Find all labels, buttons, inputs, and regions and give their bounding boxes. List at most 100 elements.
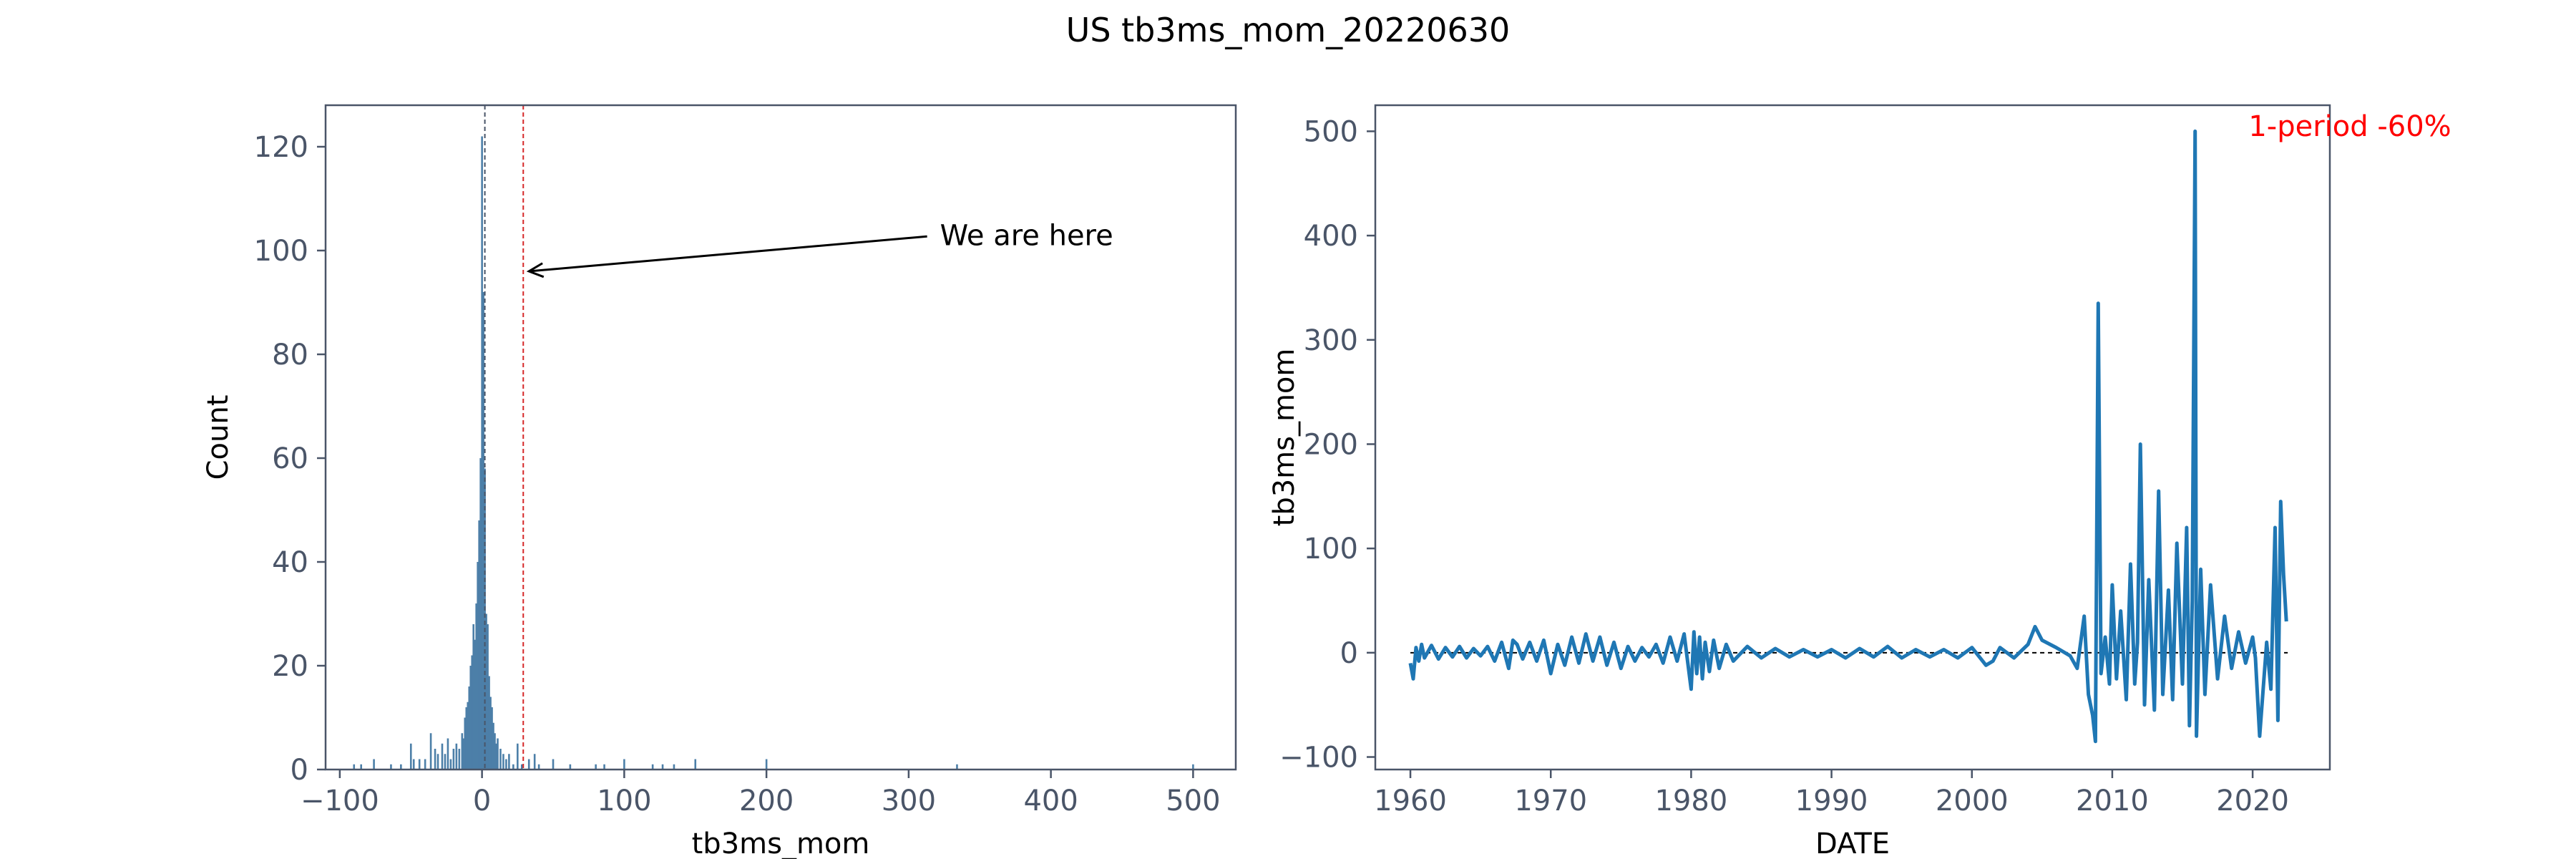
- annotation-text: We are here: [940, 219, 1113, 252]
- histogram-bar: [494, 733, 496, 770]
- histogram-bar: [527, 759, 530, 770]
- annotation-arrow: [529, 235, 927, 273]
- histogram-bar: [485, 613, 487, 770]
- histogram-y-tick-label: 80: [272, 339, 308, 372]
- histogram-bar: [502, 754, 504, 770]
- histogram-bar: [444, 754, 447, 770]
- timeseries-y-axis-label: tb3ms_mom: [1268, 349, 1301, 527]
- timeseries-x-ticks: 1960 1970 1980 1990 2000 2010 2020: [1374, 770, 2289, 817]
- figure-title: US tb3ms_mom_20220630: [1066, 11, 1511, 49]
- timeseries-x-tick-label: 2020: [2216, 785, 2289, 817]
- histogram-x-tick-label: 500: [1166, 785, 1220, 817]
- histogram-bar: [449, 759, 452, 770]
- histogram-bar: [464, 717, 467, 770]
- histogram-x-tick-label: 100: [597, 785, 651, 817]
- histogram-bar: [469, 666, 472, 770]
- histogram-x-axis-label: tb3ms_mom: [692, 828, 870, 859]
- histogram-bar: [482, 292, 484, 770]
- histogram-bar: [505, 759, 507, 770]
- histogram-bar: [495, 743, 497, 770]
- timeseries-y-tick-label: 0: [1340, 637, 1358, 670]
- histogram-bar: [390, 764, 392, 770]
- histogram-bar: [418, 759, 421, 770]
- annotation-arrow-head: [526, 262, 545, 278]
- histogram-bar: [441, 743, 444, 770]
- histogram-y-tick-label: 60: [272, 442, 308, 475]
- histogram-bar: [452, 749, 455, 770]
- series-line-tb3ms-mom: [1408, 129, 2288, 744]
- histogram-bar: [508, 754, 510, 770]
- histogram-x-tick-label: 200: [739, 785, 794, 817]
- histogram-bar: [1192, 764, 1194, 770]
- histogram-bar: [462, 738, 465, 770]
- histogram-bar: [552, 759, 555, 770]
- histogram-bar: [569, 764, 572, 770]
- timeseries-panel: 1960 1970 1980 1990 2000 2010 2020 −100 0 100 200…: [1268, 104, 2451, 859]
- histogram-bar: [360, 764, 362, 770]
- histogram-axes-frame: [324, 104, 1237, 771]
- histogram-bar: [520, 764, 523, 770]
- histogram-bar: [458, 749, 461, 770]
- histogram-bar: [595, 764, 597, 770]
- histogram-bar: [956, 764, 958, 770]
- timeseries-y-tick-label: 400: [1304, 220, 1358, 253]
- histogram-bar: [475, 603, 477, 770]
- histogram-bar: [468, 686, 471, 770]
- histogram-bar: [409, 743, 412, 770]
- timeseries-x-tick-label: 2000: [1936, 785, 2009, 817]
- timeseries-y-tick-label: 100: [1304, 533, 1358, 566]
- histogram-bar: [455, 743, 458, 770]
- histogram-bar: [465, 707, 468, 770]
- histogram-bar: [491, 707, 493, 770]
- histogram-bar: [436, 754, 439, 770]
- timeseries-x-tick-label: 2010: [2076, 785, 2149, 817]
- histogram-y-ticks: 0 20 40 60 80 100 120: [254, 131, 326, 787]
- histogram-bar: [623, 759, 625, 770]
- histogram-bar: [499, 749, 502, 770]
- histogram-y-tick-label: 0: [291, 754, 308, 787]
- histogram-bar: [673, 764, 675, 770]
- period-change-note: 1-period -60%: [2248, 110, 2451, 143]
- histogram-bar: [484, 468, 486, 770]
- timeseries-y-tick-label: −100: [1279, 742, 1358, 775]
- timeseries-axes-frame: [1374, 104, 2331, 771]
- histogram-bar: [400, 764, 402, 770]
- histogram-bar: [651, 764, 654, 770]
- timeseries-y-tick-label: 300: [1304, 324, 1358, 357]
- histogram-bar: [424, 759, 426, 770]
- histogram-x-tick-label: 400: [1023, 785, 1078, 817]
- histogram-bar: [765, 759, 768, 770]
- histogram-bar: [487, 624, 489, 770]
- histogram-bar: [661, 764, 664, 770]
- histogram-bar: [447, 738, 449, 770]
- timeseries-y-tick-label: 200: [1304, 428, 1358, 461]
- histogram-x-ticks: −100 0 100 200 300 400 500: [301, 770, 1221, 817]
- histogram-bar: [434, 749, 436, 770]
- timeseries-x-axis-label: DATE: [1815, 828, 1890, 859]
- histogram-bar: [488, 676, 490, 770]
- histogram-bar: [479, 458, 482, 770]
- histogram-bar: [471, 655, 474, 770]
- histogram-bar: [481, 136, 483, 770]
- histogram-bar: [489, 697, 492, 770]
- histogram-bars: [353, 136, 1194, 770]
- timeseries-x-tick-label: 1970: [1514, 785, 1587, 817]
- histogram-bar: [492, 722, 494, 770]
- histogram-bar: [478, 520, 480, 770]
- histogram-bar: [533, 754, 536, 770]
- timeseries-x-tick-label: 1980: [1654, 785, 1727, 817]
- histogram-bar: [467, 702, 469, 770]
- histogram-bar: [373, 759, 375, 770]
- histogram-y-tick-label: 120: [254, 131, 308, 164]
- histogram-bar: [477, 562, 479, 770]
- histogram-bar: [694, 759, 697, 770]
- histogram-bar: [429, 733, 432, 770]
- histogram-x-tick-label: 300: [882, 785, 936, 817]
- histogram-annotation: We are here: [526, 219, 1113, 278]
- histogram-y-tick-label: 20: [272, 650, 308, 683]
- timeseries-y-ticks: −100 0 100 200 300 400 500: [1279, 115, 1375, 775]
- histogram-bar: [461, 733, 464, 770]
- histogram-bar: [353, 764, 356, 770]
- histogram-x-tick-label: −100: [301, 785, 379, 817]
- histogram-bar: [537, 764, 540, 770]
